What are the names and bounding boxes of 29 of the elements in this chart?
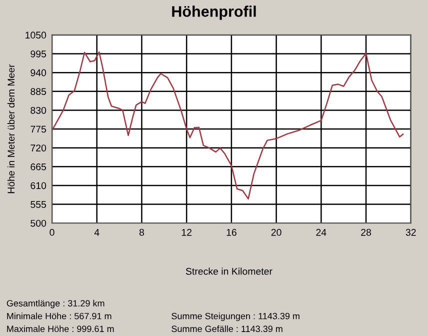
text: Summe Gefälle : 1143.39 m (172, 325, 282, 332)
y-tick-label: 995 (30, 50, 46, 58)
line-series (52, 51, 404, 200)
x-tick-label: 8 (139, 228, 144, 236)
text: Gesamtlänge : 31.29 km (6, 300, 104, 308)
y-tick-label: 555 (30, 201, 46, 208)
text: Maximale Höhe : 999.61 m (7, 325, 114, 332)
x-tick-label: 32 (406, 228, 416, 236)
x-tick-label: 12 (182, 228, 192, 236)
text: Minimale Höhe : 567.91 m (7, 312, 112, 320)
x-tick-label: 20 (271, 228, 282, 236)
x-tick-label: 4 (94, 229, 100, 236)
y-axis-title: Höhe in Meter über dem Meer (7, 64, 15, 194)
x-tick-label: 28 (361, 228, 372, 236)
y-tick-label: 775 (30, 126, 46, 133)
y-tick-label: 830 (30, 106, 46, 114)
y-tick-label: 500 (30, 220, 46, 227)
text: Summe Steigungen : 1143.39 m (172, 312, 300, 322)
x-tick-label: 0 (50, 228, 54, 236)
y-tick-label: 720 (30, 144, 46, 152)
y-tick-label: 610 (30, 182, 46, 190)
y-tick-label: 940 (30, 69, 46, 76)
chart-title: Höhenprofil (172, 6, 256, 20)
x-tick-label: 24 (316, 228, 326, 236)
y-tick-label: 665 (30, 163, 46, 170)
x-axis-title: Strecke in Kilometer (186, 268, 272, 275)
y-tick-label: 885 (30, 88, 46, 96)
x-tick-label: 16 (226, 228, 236, 236)
y-tick-label: 1050 (26, 32, 46, 39)
